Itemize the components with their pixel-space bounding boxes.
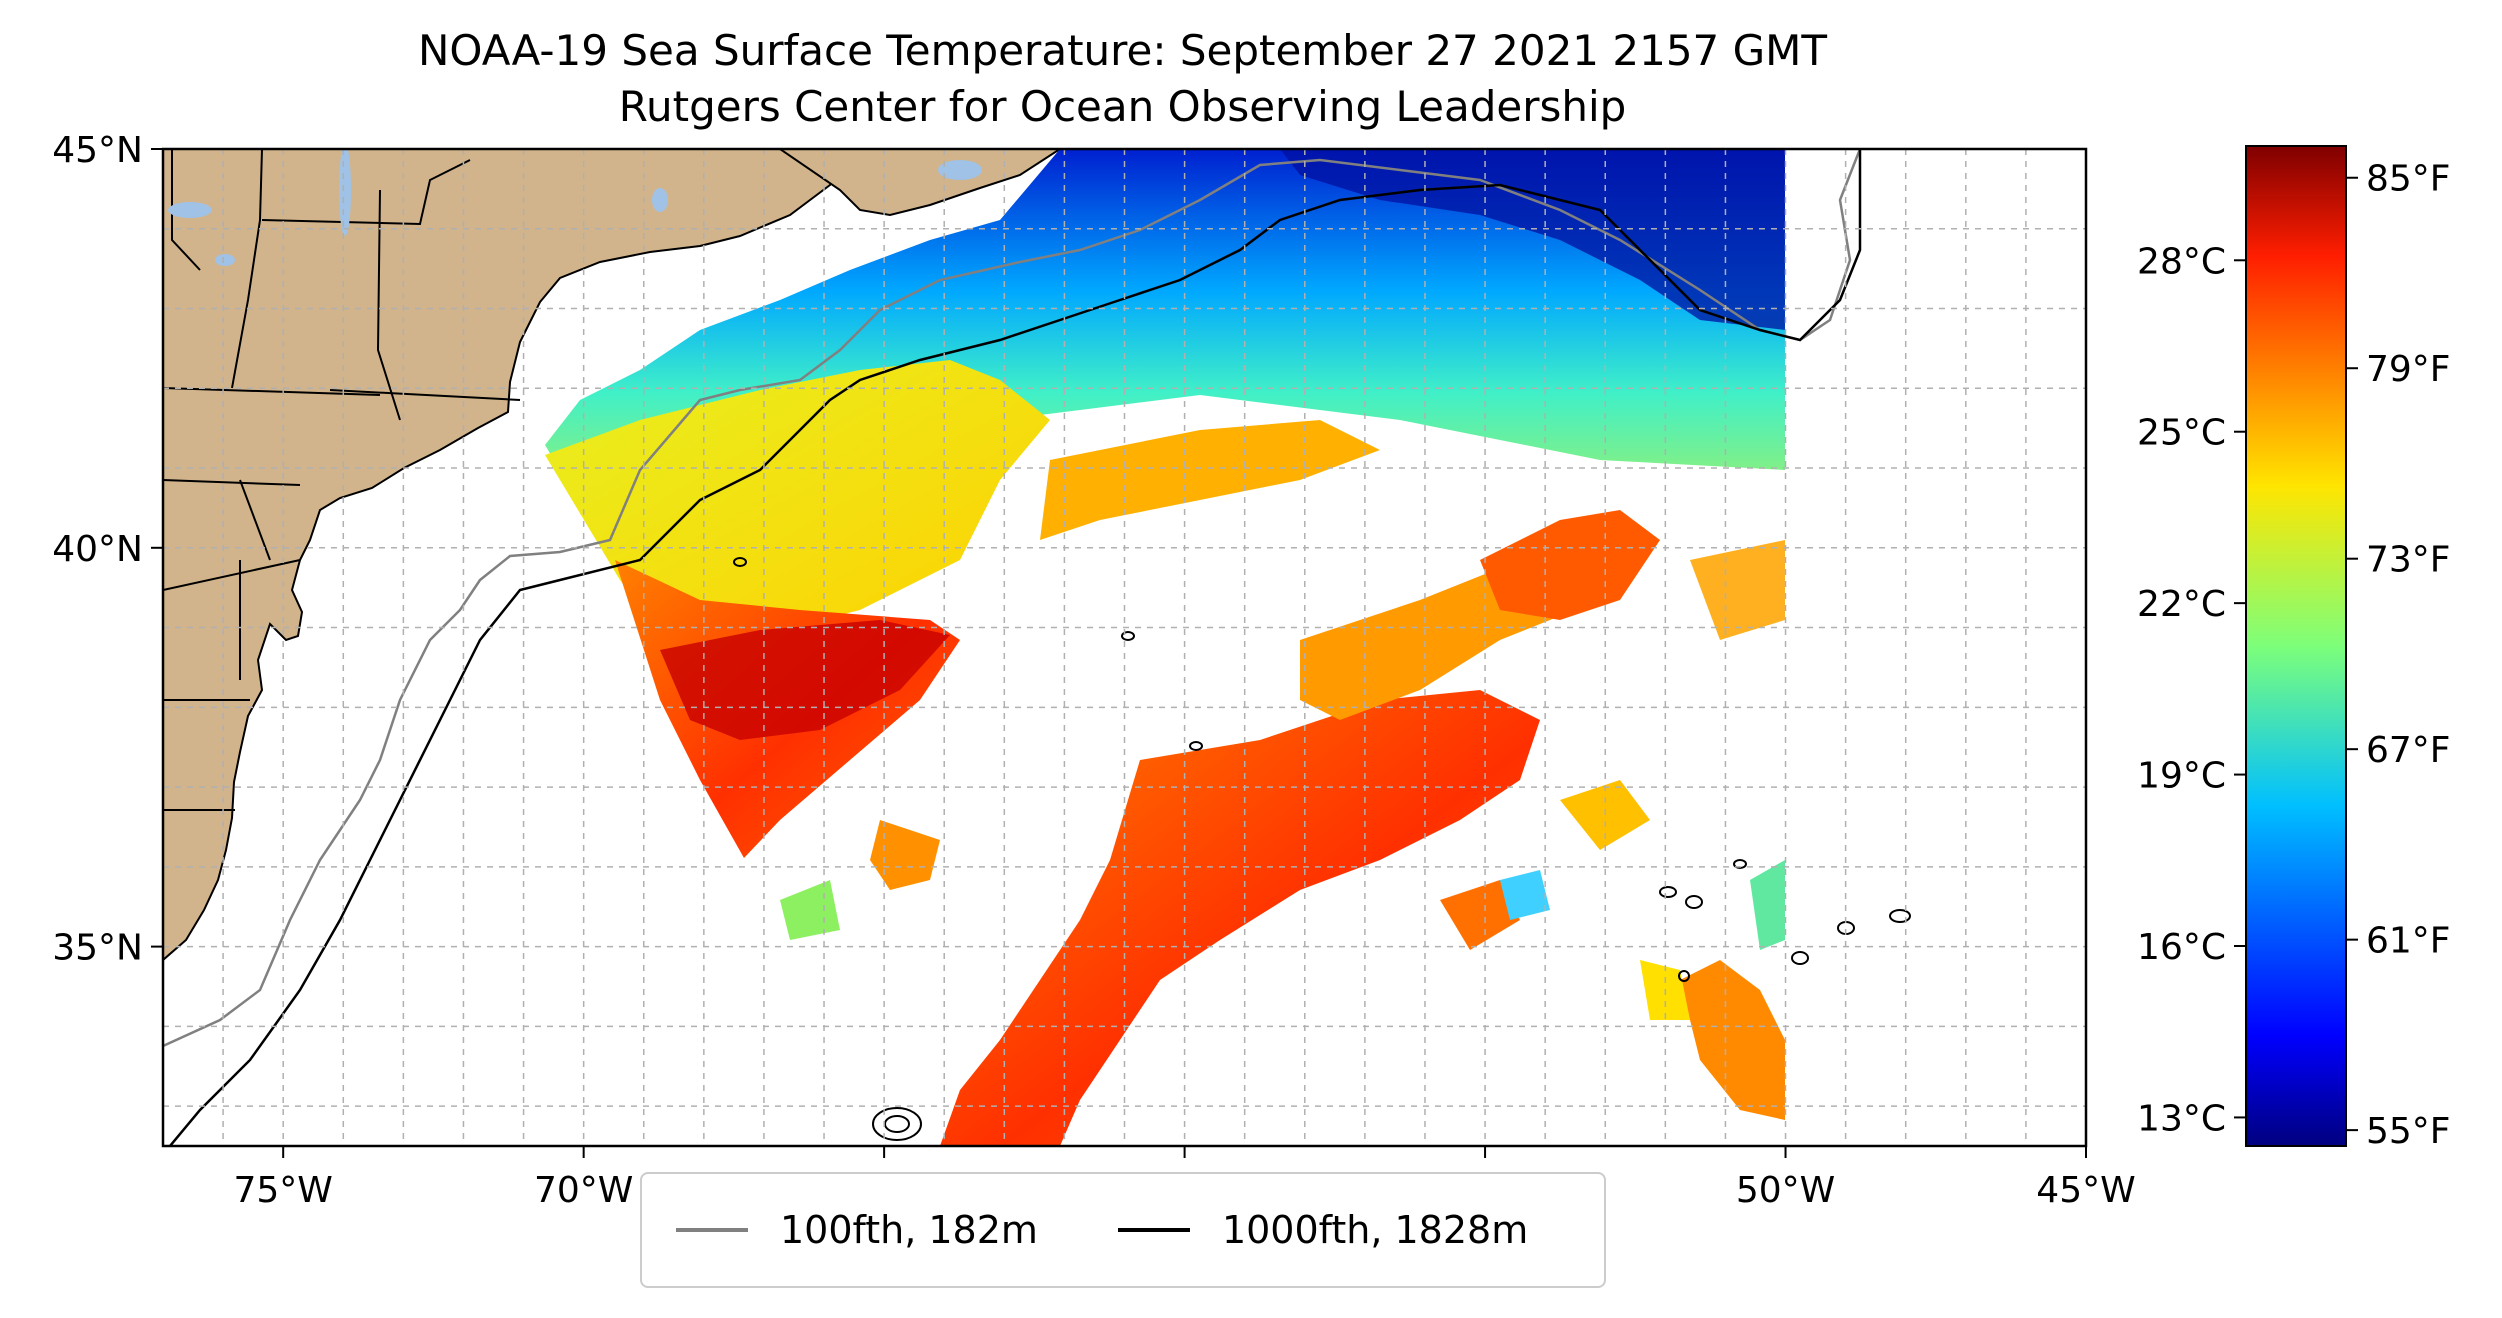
colorbar	[2245, 145, 2347, 1147]
land-mass	[163, 149, 852, 962]
isobath-100fth	[163, 149, 1862, 1048]
lon-tick-label: 70°W	[534, 1170, 633, 1211]
fahrenheit-tick-label: 79°F	[2366, 349, 2451, 390]
gridlines	[163, 149, 2086, 1146]
legend-item-100fth: 100fth, 182m	[676, 1208, 1038, 1252]
land-mass	[778, 149, 1062, 217]
legend-line-1000fth	[1117, 1228, 1190, 1232]
lat-tick-label: 40°N	[52, 529, 143, 570]
latitude-axis: 45°N 40°N 35°N	[52, 130, 163, 969]
map-frame	[161, 147, 2088, 1148]
fahrenheit-tick-label: 61°F	[2366, 921, 2451, 962]
seamount-contours	[733, 557, 1911, 1141]
celsius-tick-label: 28°C	[2137, 241, 2226, 282]
legend-label-1000fth: 1000fth, 1828m	[1221, 1208, 1529, 1252]
celsius-tick-label: 22°C	[2137, 584, 2226, 625]
chart-subtitle: Rutgers Center for Ocean Observing Leade…	[618, 82, 1627, 131]
fahrenheit-tick-label: 85°F	[2366, 159, 2451, 200]
legend: 100fth, 182m 1000fth, 1828m	[640, 1172, 1606, 1288]
sst-data	[545, 149, 1785, 1146]
lon-tick-label: 45°W	[2036, 1170, 2135, 1211]
legend-label-100fth: 100fth, 182m	[780, 1208, 1038, 1252]
legend-line-100fth	[676, 1228, 748, 1232]
fahrenheit-tick-label: 73°F	[2366, 540, 2451, 581]
chart-title: NOAA-19 Sea Surface Temperature: Septemb…	[417, 26, 1828, 75]
lat-tick-label: 35°N	[52, 928, 143, 969]
lakes	[168, 149, 982, 266]
celsius-tick-label: 25°C	[2137, 413, 2226, 454]
celsius-tick-label: 13°C	[2137, 1098, 2226, 1139]
colorbar-celsius-axis: 13°C 16°C 19°C 22°C 25°C 28°C	[2137, 241, 2246, 1139]
fahrenheit-tick-label: 67°F	[2366, 730, 2451, 771]
lon-tick-label: 50°W	[1736, 1170, 1835, 1211]
lon-tick-label: 75°W	[233, 1170, 332, 1211]
fahrenheit-tick-label: 55°F	[2366, 1111, 2451, 1152]
colorbar-fahrenheit-axis: 55°F 61°F 67°F 73°F 79°F 85°F	[2346, 159, 2451, 1152]
lat-tick-label: 45°N	[52, 130, 143, 171]
legend-item-1000fth: 1000fth, 1828m	[1117, 1208, 1529, 1252]
isobath-1000fth	[169, 149, 1862, 1146]
state-borders	[163, 149, 521, 811]
celsius-tick-label: 19°C	[2137, 756, 2226, 797]
celsius-tick-label: 16°C	[2137, 927, 2226, 968]
